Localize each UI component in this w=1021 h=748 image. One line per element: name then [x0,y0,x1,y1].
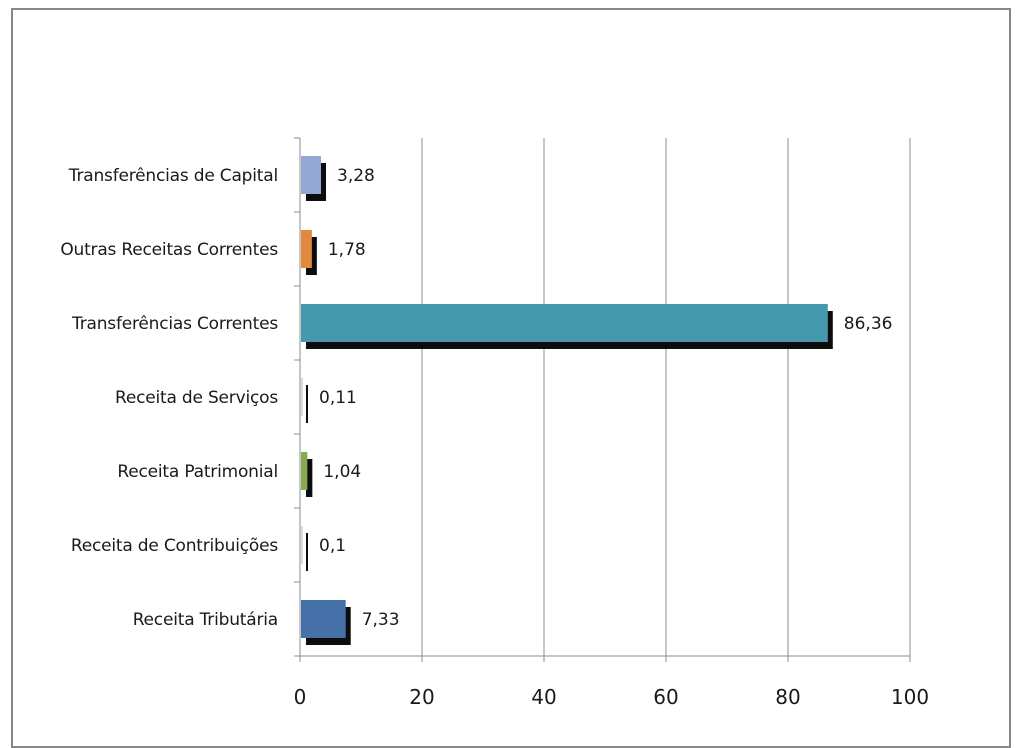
bar-shadow [306,459,313,497]
shadow-layer [306,163,833,645]
grid-layer [421,138,911,656]
value-label: 0,1 [319,536,346,556]
category-label: Transferências de Capital [68,166,278,186]
category-label: Receita Tributária [133,610,278,630]
value-label: 1,78 [328,240,366,260]
chart-frame [11,8,1011,748]
x-tick-label: 60 [653,685,678,709]
bar-shadow [306,533,308,571]
category-label: Receita de Serviços [115,388,278,408]
value-label: 1,04 [323,462,361,482]
value-label: 0,11 [319,388,357,408]
bar [301,526,303,564]
category-label: Receita de Contribuições [71,536,278,556]
category-label: Outras Receitas Correntes [60,240,278,260]
bar [301,230,312,268]
bar [301,452,308,490]
bar [301,304,828,342]
x-tick-label: 40 [531,685,556,709]
bar [301,156,322,194]
value-label: 3,28 [337,166,375,186]
x-tick-label: 0 [294,685,307,709]
x-tick-label: 100 [891,685,929,709]
label-layer: 0 20 40 60 80 100 Transferências de Capital 3,2… [60,166,929,709]
x-tick-label: 20 [409,685,434,709]
category-label: Transferências Correntes [71,314,278,334]
x-tick-label: 80 [775,685,800,709]
bar-chart: 0 20 40 60 80 100 Transferências de Capital 3,2… [60,137,929,709]
value-label: 7,33 [362,610,400,630]
axis-layer [294,137,911,662]
category-label: Receita Patrimonial [117,462,278,482]
bar [301,600,346,638]
bar [301,378,303,416]
bar-shadow [306,385,308,423]
value-label: 86,36 [844,314,893,334]
bar-layer [301,156,828,638]
